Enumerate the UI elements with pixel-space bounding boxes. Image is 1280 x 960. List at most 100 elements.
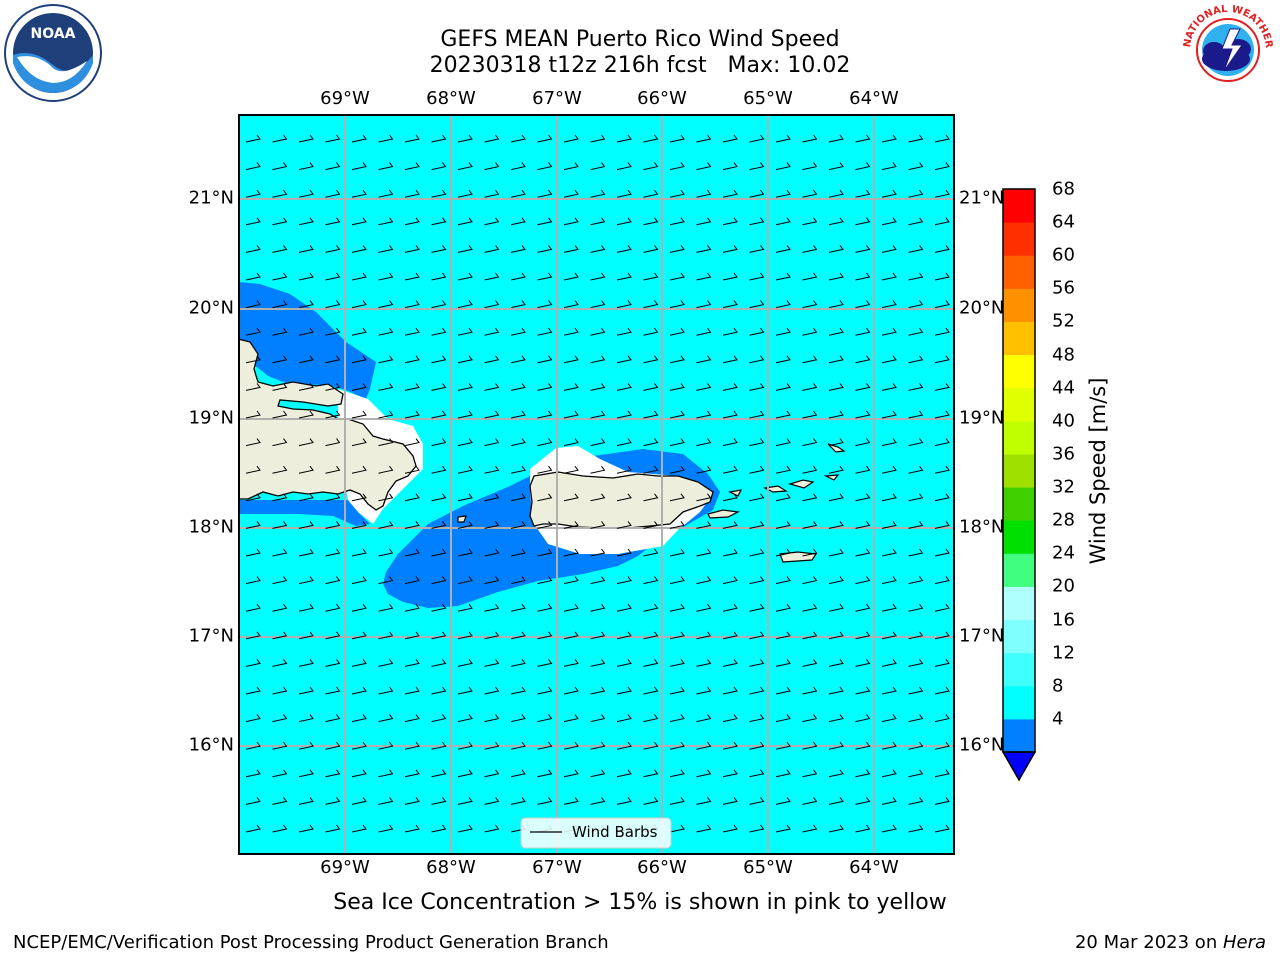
land-anegada [827, 443, 846, 453]
wind-barb [431, 576, 447, 585]
wind-barb [272, 217, 288, 226]
wind-barb [828, 769, 844, 778]
wind-barb [431, 245, 447, 253]
wind-barb [537, 162, 553, 171]
wind-barb [722, 465, 738, 474]
wind-barb [775, 410, 791, 419]
wind-barb [855, 741, 871, 750]
wind-barb [722, 741, 738, 750]
wind-barb [272, 465, 288, 474]
wind-barb [669, 134, 685, 143]
wind-barb [616, 603, 632, 612]
wind-barb [431, 603, 447, 612]
wind-barb [908, 741, 924, 750]
wind-barb [378, 217, 394, 226]
wind-barb [934, 465, 950, 474]
wind-barb [749, 603, 765, 612]
wind-barb [272, 824, 288, 833]
wind-barb [245, 493, 261, 502]
wind-barb [881, 245, 897, 253]
wind-barb [325, 576, 341, 585]
lon-tick-label: 67°W [532, 857, 582, 878]
wind-barb [457, 714, 473, 723]
wind-barb [272, 548, 288, 557]
wind-barb [484, 355, 500, 364]
wind-barb [272, 659, 288, 667]
wind-barb [643, 686, 659, 695]
colorbar-under-triangle [1001, 751, 1037, 782]
wind-barb [590, 162, 606, 171]
colorbar-band [1003, 652, 1035, 687]
wind-barb [802, 493, 818, 502]
wind-barb [749, 521, 765, 529]
wind-barb [881, 769, 897, 778]
colorbar-tick-label: 56 [1052, 277, 1075, 299]
lon-tick-label: 64°W [849, 88, 899, 109]
wind-barb [563, 410, 579, 419]
wind-barb [245, 300, 261, 309]
lat-tick-label: 19°N [959, 407, 1005, 429]
wind-barb [510, 245, 526, 253]
wind-barb [696, 659, 712, 667]
wind-barb [563, 300, 579, 309]
wind-barb [934, 134, 950, 143]
wind-barb [510, 217, 526, 226]
wind-barb [722, 300, 738, 309]
wind-barb [537, 576, 553, 585]
wind-barb [272, 245, 288, 253]
wind-barb [855, 189, 871, 198]
wind-barb [457, 438, 473, 447]
colorbar-band [1003, 222, 1035, 256]
colorbar-band [1003, 487, 1035, 521]
wind-barb [563, 603, 579, 612]
wind-barb [643, 217, 659, 226]
wind-barb [722, 355, 738, 364]
wind-barb [749, 438, 765, 447]
wind-barb [563, 189, 579, 198]
wind-barb [431, 162, 447, 171]
wind-barb [775, 217, 791, 226]
wind-barb [563, 134, 579, 143]
wind-barb [828, 134, 844, 143]
wind-barb [298, 686, 314, 695]
wind-barb [590, 355, 606, 364]
wind-barb [590, 741, 606, 750]
colorbar-band [1003, 685, 1035, 720]
wind-barb [325, 438, 341, 447]
lat-tick-label: 21°N [959, 187, 1005, 209]
wind-barb [828, 465, 844, 474]
wind-barb [828, 659, 844, 667]
wind-barb [590, 797, 606, 805]
wind-barb [696, 189, 712, 198]
land-hispaniola [238, 338, 417, 511]
wind-barb [563, 272, 579, 281]
wind-barb [696, 493, 712, 502]
wind-barb [802, 824, 818, 833]
wind-barb [537, 521, 553, 529]
colorbar-band [1003, 321, 1035, 356]
wind-barb [616, 631, 632, 640]
wind-barb [298, 714, 314, 723]
wind-barb [272, 189, 288, 198]
wind-barb [245, 355, 261, 364]
wind-barb [431, 410, 447, 419]
wind-barb [245, 741, 261, 750]
wind-barb [484, 493, 500, 502]
wind-barb [696, 741, 712, 750]
wind-barb [298, 659, 314, 667]
lon-tick-label: 64°W [849, 857, 899, 878]
wind-barb [351, 245, 367, 253]
wind-barb [669, 410, 685, 419]
wind-barb [590, 438, 606, 447]
wind-barb [855, 493, 871, 502]
wind-barb [775, 686, 791, 695]
wind-barb [484, 548, 500, 557]
wind-barb [245, 576, 261, 585]
wind-barb [696, 245, 712, 253]
wind-barb [802, 741, 818, 750]
wind-barb [537, 245, 553, 253]
wind-barb [908, 631, 924, 640]
wind-barb [934, 355, 950, 364]
wind-barb [908, 465, 924, 474]
wind-barb [431, 272, 447, 281]
